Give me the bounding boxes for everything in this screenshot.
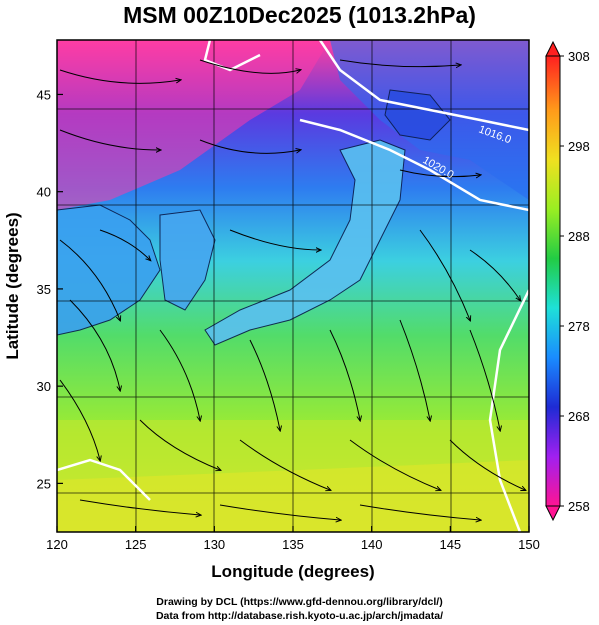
x-tick-label: 125 [125, 537, 147, 552]
y-axis-label: Latitude (degrees) [3, 212, 22, 359]
colorbar-max-arrow [545, 40, 561, 57]
y-tick-label: 35 [37, 282, 51, 297]
colorbar-tick-label: 258 [568, 499, 590, 514]
colorbar-tick-label: 288 [568, 229, 590, 244]
colorbar-tick-label: 268 [568, 409, 590, 424]
colorbar-min-arrow [545, 505, 561, 522]
x-tick-label: 150 [518, 537, 540, 552]
y-tick-label: 45 [37, 87, 51, 102]
streamlines [59, 59, 525, 520]
x-tick-label: 135 [282, 537, 304, 552]
x-tick-label: 130 [203, 537, 225, 552]
y-axis-ticks: 25 30 35 40 45 [37, 87, 63, 491]
grid-lines [57, 40, 529, 532]
y-tick-label: 25 [37, 476, 51, 491]
colorbar: 308 298 288 278 268 258 [545, 40, 590, 522]
credit-line-drawing: Drawing by DCL (https://www.gfd-dennou.o… [156, 596, 443, 608]
colorbar-tick-label: 278 [568, 319, 590, 334]
coastlines [57, 89, 451, 346]
y-tick-label: 30 [37, 379, 51, 394]
x-tick-label: 140 [361, 537, 383, 552]
colorbar-tick-label: 298 [568, 139, 590, 154]
plot-area: 1016.0 1020.0 [57, 40, 529, 532]
y-tick-label: 40 [37, 185, 51, 200]
x-tick-label: 120 [46, 537, 68, 552]
x-tick-label: 145 [439, 537, 461, 552]
x-axis-label: Longitude (degrees) [211, 562, 374, 581]
colorbar-tick-label: 308 [568, 49, 590, 64]
isobars [57, 40, 529, 532]
x-axis-ticks: 120 125 130 135 140 145 150 [46, 526, 540, 552]
map-title: MSM 00Z10Dec2025 (1013.2hPa) [123, 2, 476, 28]
credit-line-data: Data from http://database.rish.kyoto-u.a… [155, 610, 444, 622]
